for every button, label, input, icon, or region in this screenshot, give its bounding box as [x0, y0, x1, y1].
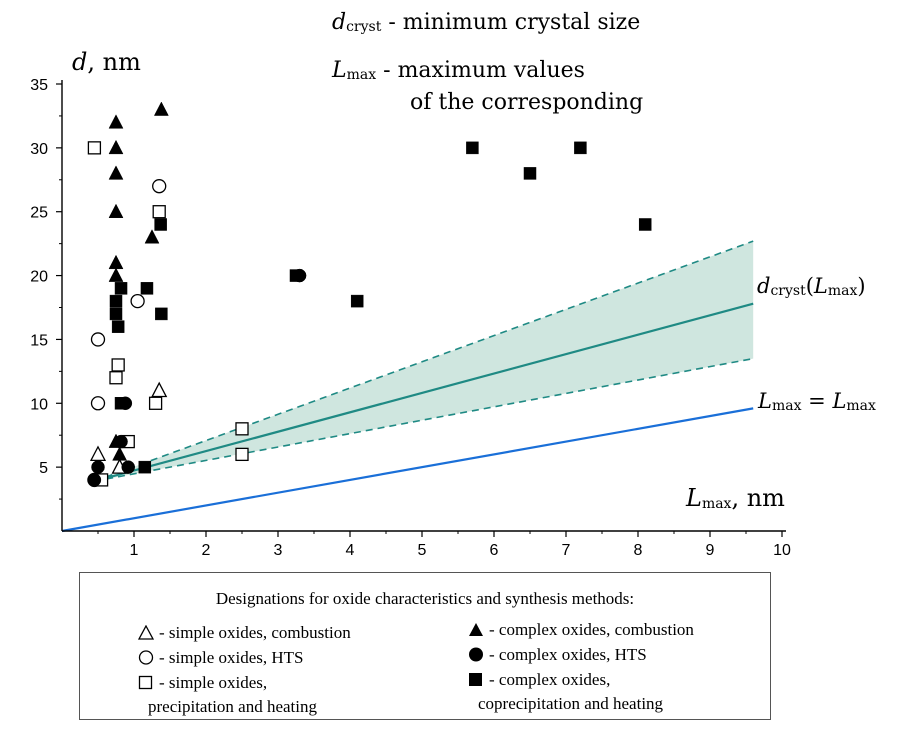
filled-square-point	[109, 294, 123, 308]
legend-title: Designations for oxide characteristics a…	[215, 589, 635, 608]
filled-triangle-point	[108, 165, 124, 180]
dcryst-curve-line	[94, 302, 754, 483]
filled-square-point	[114, 397, 128, 410]
open-square-point	[87, 141, 102, 155]
filled-triangle-point	[108, 114, 124, 129]
filled-square-point	[140, 282, 154, 295]
filled-triangle-point	[144, 229, 160, 244]
filled-triangle-point	[108, 254, 124, 270]
lower-bound-dashed-line	[94, 357, 754, 482]
open-square-point	[109, 371, 123, 385]
open-circle-icon	[138, 650, 154, 665]
legend-item-simple-precipitation-line2: precipitation and heating	[148, 697, 317, 716]
y-tick-label: 30	[30, 141, 48, 158]
filled-square-point	[138, 460, 152, 474]
y-tick-label: 15	[30, 332, 48, 349]
filled-square-point	[154, 218, 167, 231]
filled-square-point	[523, 167, 537, 180]
legend-item-complex-combustion: - complex oxides, combustion	[468, 620, 694, 640]
x-tick-label: 5	[418, 542, 427, 559]
filled-circle-icon	[469, 647, 483, 662]
filled-circle-point	[91, 460, 105, 474]
x-tick-label: 10	[773, 542, 791, 559]
open-square-point	[235, 447, 249, 462]
upper-bound-dashed-line	[94, 240, 754, 482]
open-square-point	[148, 396, 163, 410]
dcryst-curve-label: dcryst(Lmax)	[757, 274, 866, 299]
x-tick-label: 9	[706, 542, 715, 559]
filled-square-point	[289, 269, 303, 282]
filled-square-point	[109, 307, 123, 321]
filled-square-point	[350, 294, 364, 308]
legend-item-simple-combustion: - simple oxides, combustion	[137, 623, 351, 643]
filled-circle-point	[87, 473, 102, 487]
filled-triangle-icon	[469, 623, 483, 636]
y-tick-label: 5	[39, 460, 48, 477]
y-axis-title: d, nm	[72, 48, 141, 76]
filled-square-point	[114, 282, 128, 295]
open-circle-point	[90, 396, 106, 411]
legend-item-complex-hts: - complex oxides, HTS	[468, 645, 647, 665]
x-tick-label: 3	[274, 542, 283, 559]
y-tick-label: 35	[30, 77, 48, 94]
open-circle-point	[152, 179, 167, 194]
lmax-definition-line2: of the corresponding	[410, 90, 644, 115]
filled-triangle-point	[153, 101, 169, 116]
filled-triangle-point	[108, 139, 124, 155]
x-tick-label: 1	[130, 542, 139, 559]
filled-square-point	[574, 141, 587, 155]
open-square-point	[152, 205, 166, 219]
identity-line-label: Lmax = Lmax	[758, 389, 876, 414]
identity-line	[61, 407, 754, 533]
x-tick-label: 8	[634, 542, 643, 559]
open-circle-point	[130, 293, 145, 309]
open-square-icon	[138, 675, 153, 690]
filled-square-point	[111, 320, 125, 333]
chart-plot: 1 2 3 4 5 6 7 8 9 10 5 10 15 20 25 30 35	[30, 77, 791, 559]
legend-item-simple-precipitation: - simple oxides,	[138, 673, 267, 693]
open-square-point	[235, 422, 249, 436]
x-tick-label: 4	[346, 542, 355, 559]
open-triangle-point	[151, 381, 168, 398]
open-triangle-point	[89, 445, 107, 462]
filled-square-point	[155, 307, 168, 321]
open-square-point	[111, 358, 125, 372]
lmax-definition: Lmax - maximum values	[332, 58, 585, 83]
filled-triangle-point	[108, 267, 124, 282]
x-tick-label: 7	[562, 542, 571, 559]
filled-circle-point	[114, 434, 128, 449]
filled-triangle-point	[108, 203, 124, 218]
y-tick-label: 10	[30, 396, 48, 413]
y-tick-label: 20	[30, 269, 48, 286]
filled-square-icon	[469, 673, 482, 686]
y-tick-label: 25	[30, 205, 48, 222]
filled-square-point	[466, 141, 479, 155]
dcryst-definition: dcryst - minimum crystal size	[332, 10, 641, 35]
legend: Designations for oxide characteristics a…	[79, 572, 771, 720]
legend-item-complex-coprecipitation-line2: coprecipitation and heating	[478, 694, 664, 713]
legend-item-complex-coprecipitation: - complex oxides,	[468, 670, 610, 690]
x-tick-label: 2	[202, 542, 211, 559]
open-triangle-icon	[137, 624, 155, 640]
x-tick-label: 6	[490, 542, 499, 559]
open-circle-point	[90, 332, 106, 347]
legend-item-simple-hts: - simple oxides, HTS	[138, 648, 304, 668]
filled-triangle-point	[112, 446, 128, 461]
filled-square-point	[638, 218, 652, 231]
filled-circle-point	[121, 460, 135, 474]
x-axis-title: Lmax, nm	[686, 484, 785, 512]
